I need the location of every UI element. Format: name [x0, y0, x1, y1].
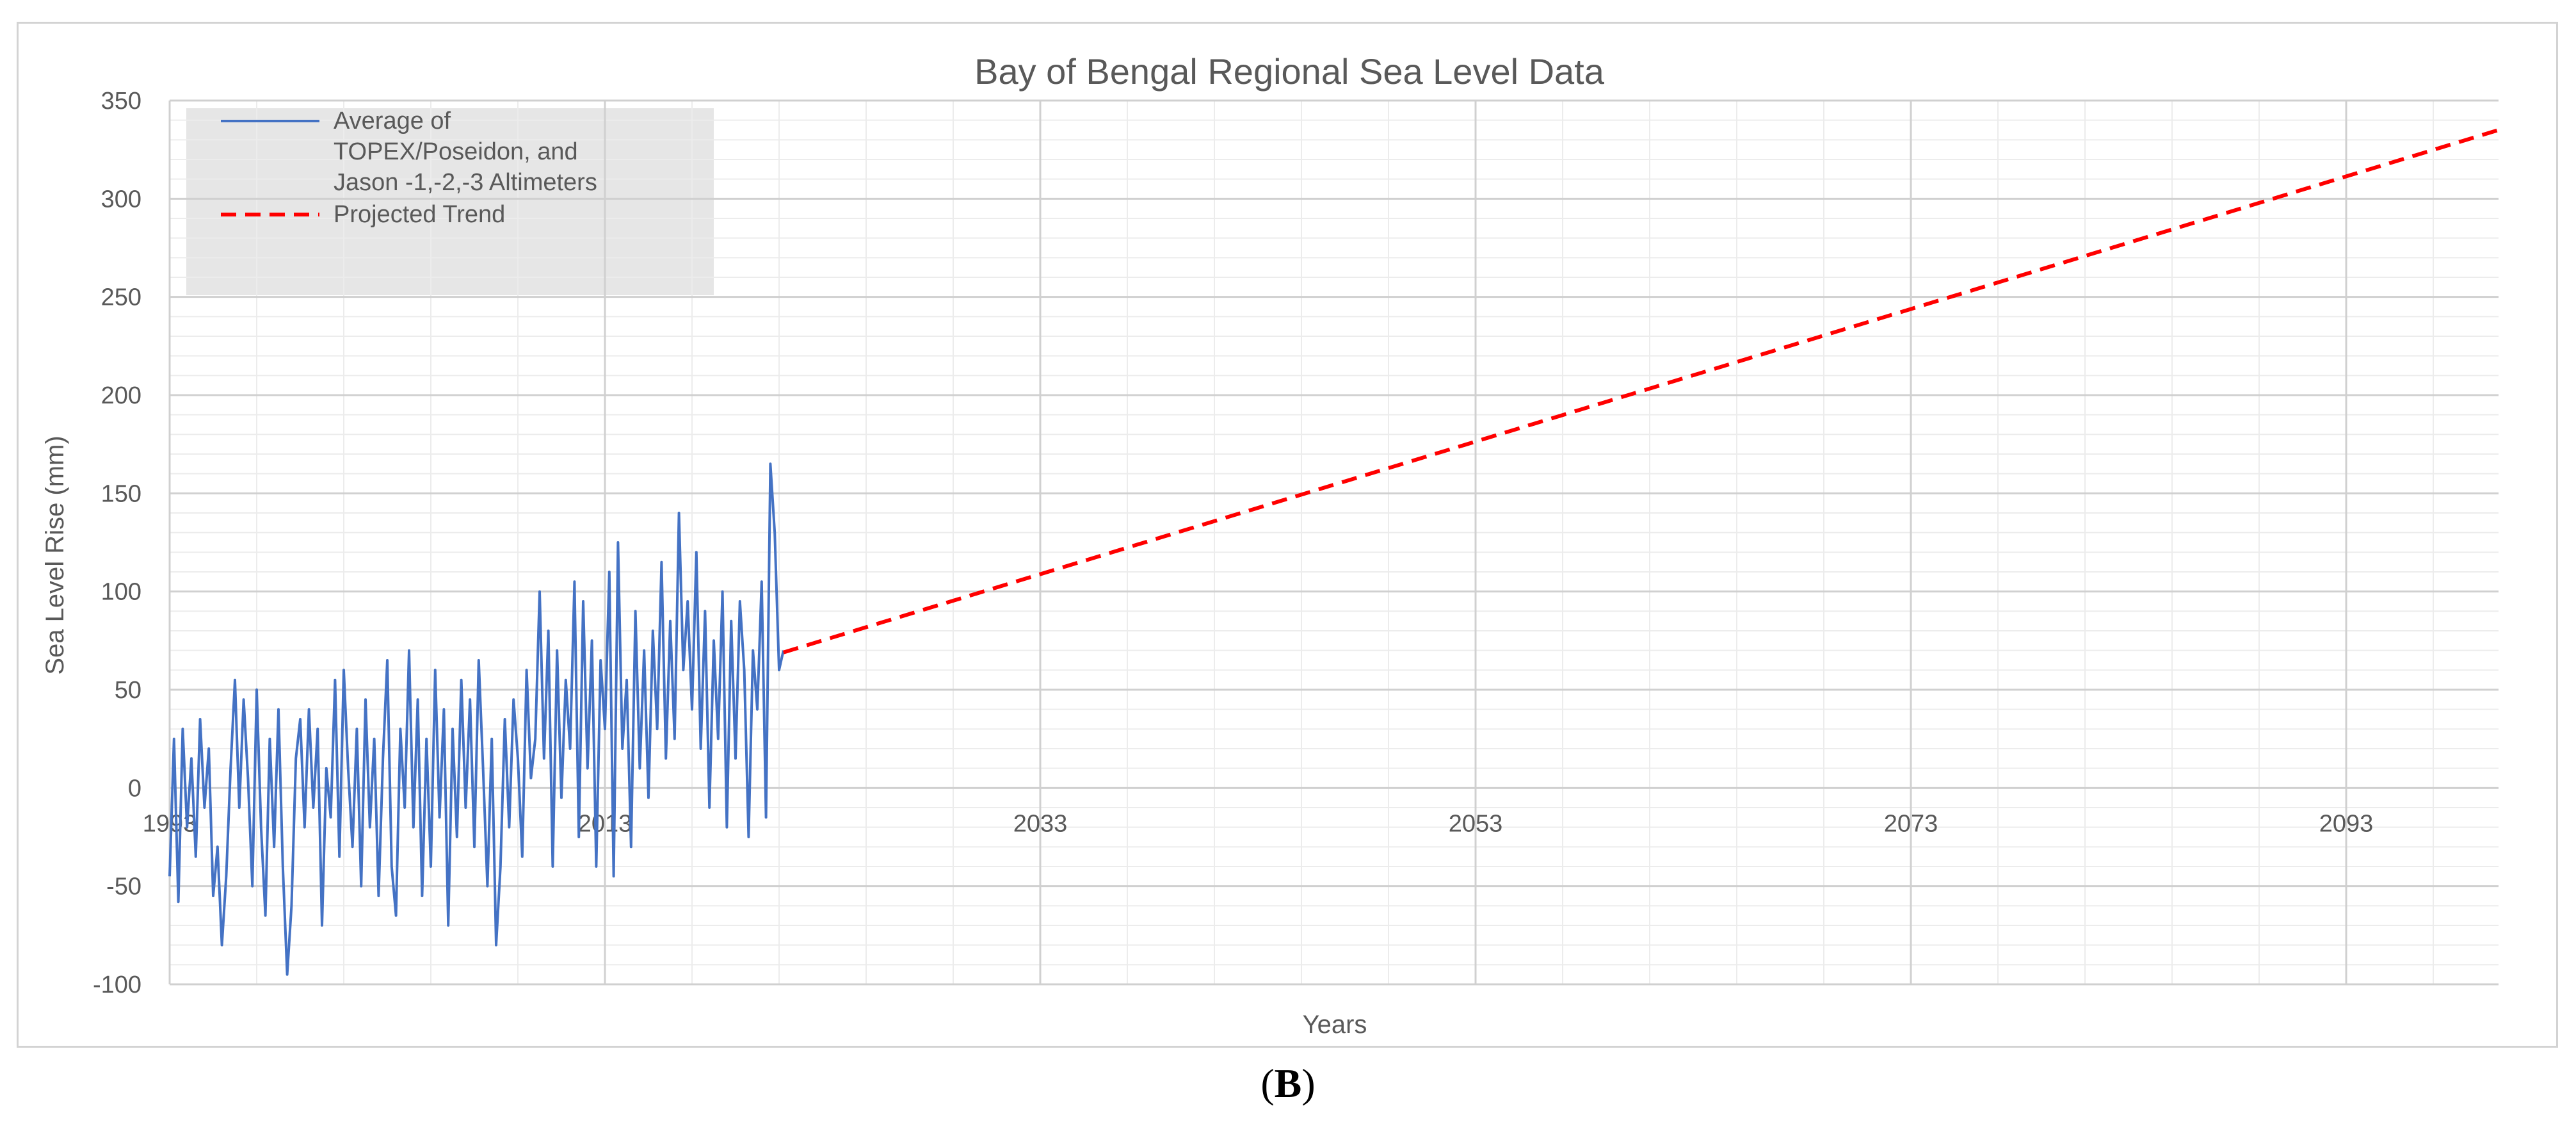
legend: Average of TOPEX/Poseidon, and Jason -1,…: [221, 108, 597, 228]
x-axis-tick-labels: 1993 2013 2033 2053 2073 2093: [143, 810, 2374, 837]
panel-label-letter: B: [1274, 1061, 1302, 1106]
x-tick-label: 2073: [1884, 810, 1938, 837]
y-tick-label: 300: [101, 186, 141, 213]
y-tick-label: -100: [93, 972, 141, 998]
projected-trend-line: [782, 128, 2499, 654]
panel-label-open: (: [1260, 1061, 1275, 1106]
y-axis-tick-labels: -100 -50 0 50 100 150 200 250 300 350: [93, 88, 141, 998]
legend-label-observed-line-1: Average of: [334, 108, 451, 134]
x-tick-label: 2053: [1449, 810, 1503, 837]
y-tick-label: 350: [101, 88, 141, 115]
legend-label-observed: Average of TOPEX/Poseidon, and Jason -1,…: [334, 108, 597, 196]
legend-label-observed-line-2: TOPEX/Poseidon, and: [334, 138, 578, 165]
observed-sea-level-line: [168, 462, 785, 976]
y-tick-label: 0: [128, 775, 141, 802]
y-tick-label: 150: [101, 480, 141, 507]
x-axis-title: Years: [1303, 1011, 1367, 1039]
minor-gridlines: [170, 101, 2499, 984]
y-axis-title: Sea Level Rise (mm): [41, 435, 69, 674]
chart-title: Bay of Bengal Regional Sea Level Data: [974, 51, 1605, 92]
y-tick-label: 200: [101, 382, 141, 409]
chart-frame: -100 -50 0 50 100 150 200 250 300 350 1993 2013 203…: [17, 22, 2558, 1048]
x-tick-label: 2033: [1013, 810, 1068, 837]
legend-label-trend: Projected Trend: [334, 201, 505, 228]
y-tick-label: 250: [101, 284, 141, 311]
panel-label-close: ): [1301, 1061, 1316, 1106]
y-tick-label: -50: [106, 874, 141, 900]
y-tick-label: 100: [101, 579, 141, 606]
series-layer: [168, 128, 2499, 976]
y-tick-label: 50: [115, 677, 141, 704]
x-tick-label: 2013: [578, 810, 632, 837]
x-tick-label: 2093: [2319, 810, 2374, 837]
legend-label-observed-line-3: Jason -1,-2,-3 Altimeters: [334, 169, 597, 196]
panel-label: (B): [0, 1060, 2576, 1107]
